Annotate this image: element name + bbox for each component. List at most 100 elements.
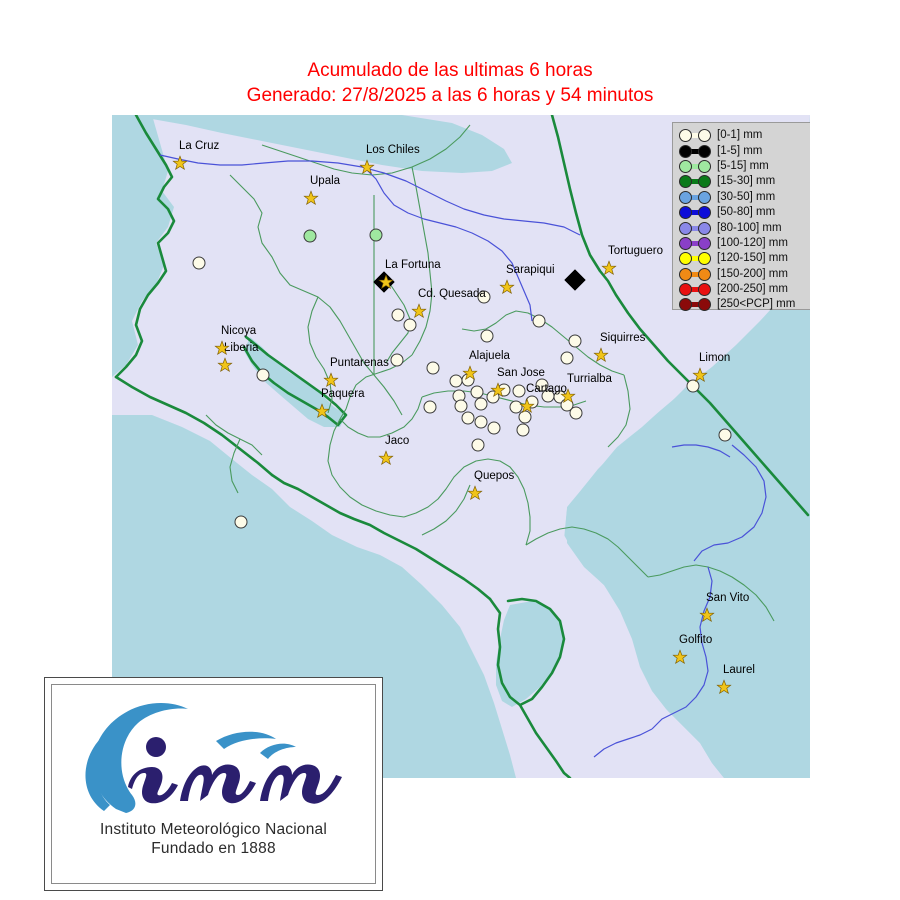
legend-label: [30-50] mm (717, 190, 776, 203)
legend-row[interactable]: [30-50] mm (679, 190, 806, 205)
station-marker[interactable] (449, 374, 463, 388)
city-marker[interactable]: Golfito (672, 634, 712, 665)
city-marker[interactable]: La Fortuna (378, 259, 441, 290)
station-marker[interactable] (474, 397, 488, 411)
station-marker[interactable] (516, 423, 530, 437)
station-marker[interactable] (390, 353, 404, 367)
city-label: Cd. Quesada (418, 288, 486, 300)
city-marker[interactable]: Limon (692, 352, 730, 383)
station-marker[interactable] (303, 229, 317, 243)
province-border-group (205, 124, 775, 622)
legend-label: [250<PCP] mm (717, 298, 796, 311)
city-marker[interactable]: Los Chiles (359, 144, 420, 175)
gulf-of-nicoya-water (244, 337, 346, 427)
river-san-juan (159, 154, 581, 236)
city-label: San Vito (706, 592, 750, 604)
city-marker[interactable]: San Vito (699, 592, 749, 623)
imn-logo-box: Instituto Meteorológico Nacional Fundado… (44, 677, 383, 891)
city-marker[interactable]: Paquera (314, 388, 364, 419)
legend-row[interactable]: [1-5] mm (679, 143, 806, 158)
river-sixaola (651, 566, 713, 730)
station-marker[interactable] (234, 515, 248, 529)
imn-logo-line-2: Fundado en 1888 (151, 840, 276, 857)
legend-swatch-icon (679, 129, 711, 143)
imn-logo-icon (84, 703, 342, 813)
coastline-group (114, 115, 810, 778)
legend-row[interactable]: [200-250] mm (679, 282, 806, 297)
station-marker[interactable] (192, 256, 206, 270)
station-marker[interactable] (532, 314, 546, 328)
station-marker[interactable] (256, 368, 270, 382)
station-marker[interactable] (512, 384, 526, 398)
city-marker[interactable]: Siquirres (593, 332, 645, 363)
legend-row[interactable]: [150-200] mm (679, 267, 806, 282)
legend-row[interactable]: [50-80] mm (679, 205, 806, 220)
city-label: Upala (310, 175, 341, 187)
city-label: Sarapiqui (506, 264, 555, 276)
station-marker[interactable] (686, 379, 700, 393)
border-sur-2 (525, 526, 649, 578)
border-nicoya-2 (229, 438, 241, 494)
river-atlantic-plain (671, 444, 731, 458)
station-marker[interactable] (718, 428, 732, 442)
station-marker[interactable] (480, 329, 494, 343)
border-sur-1 (403, 458, 531, 546)
legend-swatch-icon (679, 252, 711, 266)
station-marker[interactable] (474, 415, 488, 429)
legend-row[interactable]: [100-120] mm (679, 236, 806, 251)
title-line-2: Generado: 27/8/2025 a las 6 horas y 54 m… (246, 85, 654, 106)
city-marker[interactable]: Tortuguero (601, 245, 663, 276)
city-label: Golfito (679, 634, 713, 646)
city-marker[interactable]: Laurel (716, 664, 755, 695)
border-nicoya-inland (205, 414, 263, 456)
city-marker[interactable]: Cd. Quesada (411, 288, 486, 319)
city-label: San Jose (497, 367, 545, 379)
city-marker[interactable]: Turrialba (560, 373, 612, 404)
legend-label: [0-1] mm (717, 129, 763, 142)
city-marker[interactable]: Liberia (217, 342, 259, 373)
station-marker[interactable] (423, 400, 437, 414)
station-marker[interactable] (569, 406, 583, 420)
legend-swatch-icon (679, 283, 711, 297)
legend-row[interactable]: [15-30] mm (679, 174, 806, 189)
station-marker[interactable] (568, 334, 582, 348)
legend-row[interactable]: [0-1] mm (679, 128, 806, 143)
city-marker[interactable]: Sarapiqui (499, 264, 555, 295)
station-marker[interactable] (391, 308, 405, 322)
legend-swatch-icon (679, 190, 711, 204)
city-marker[interactable]: San Jose (490, 367, 545, 398)
city-marker[interactable]: Nicoya (214, 325, 256, 356)
precipitation-map[interactable]: La Cruz Los Chiles Upala Liberia La Fortuna S… (112, 115, 810, 778)
city-marker[interactable]: Jaco (378, 435, 409, 466)
station-marker[interactable] (426, 361, 440, 375)
legend-swatch-icon (679, 206, 711, 220)
station-marker[interactable] (471, 438, 485, 452)
legend-swatch-icon (679, 175, 711, 189)
legend-swatch-icon (679, 221, 711, 235)
city-marker[interactable]: La Cruz (172, 140, 219, 171)
station-marker[interactable] (477, 290, 491, 304)
city-marker[interactable]: Cartago (519, 383, 567, 414)
legend-row[interactable]: [5-15] mm (679, 159, 806, 174)
border-puntarenas-north (307, 296, 333, 414)
city-label: Los Chiles (366, 144, 420, 156)
city-label: Alajuela (469, 350, 510, 362)
legend-row[interactable]: [120-150] mm (679, 251, 806, 266)
precipitation-legend[interactable]: [0-1] mm [1-5] mm [5-15] mm [15-30] mm [30-5… (672, 122, 810, 312)
city-marker[interactable]: Upala (303, 175, 340, 206)
border-limon-cartago (607, 374, 631, 448)
legend-row[interactable]: [80-100] mm (679, 220, 806, 235)
station-marker[interactable] (454, 399, 468, 413)
city-marker[interactable]: Alajuela (462, 350, 510, 381)
station-marker[interactable] (509, 400, 523, 414)
station-marker[interactable] (369, 228, 383, 242)
station-marker[interactable] (461, 411, 475, 425)
city-marker[interactable]: Quepos (467, 470, 514, 501)
station-marker[interactable] (403, 318, 417, 332)
river-sarapiqui-mouth (517, 276, 533, 322)
station-marker[interactable] (487, 421, 501, 435)
coast-osa-peninsula (488, 597, 566, 707)
legend-row[interactable]: [250<PCP] mm (679, 297, 806, 312)
city-marker[interactable]: Puntarenas (323, 357, 389, 388)
station-marker[interactable] (560, 351, 574, 365)
